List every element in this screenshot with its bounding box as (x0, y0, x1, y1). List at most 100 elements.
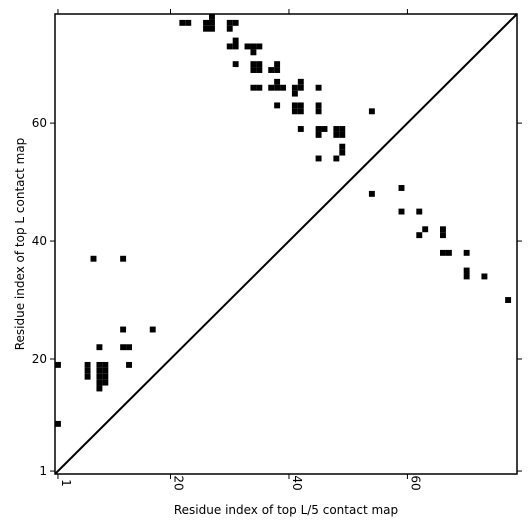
contact-cell-top-l5 (149, 326, 156, 333)
contact-cell-top-l5 (416, 232, 423, 239)
contact-cell-top-l5 (96, 344, 103, 351)
contact-cell-top-l (209, 14, 215, 20)
x-tick-label: 1 (59, 479, 73, 487)
contact-cell-top-l (250, 43, 257, 50)
contact-cell-top-l5 (505, 297, 512, 303)
contact-cell-top-l5 (463, 249, 470, 256)
contact-cell-top-l5 (55, 420, 61, 427)
contact-cell-top-l (226, 25, 233, 32)
contact-cell-top-l5 (120, 344, 127, 351)
contact-cell-top-l (339, 149, 346, 156)
x-axis-label: Residue index of top L/5 contact map (174, 503, 398, 517)
contact-cell-top-l (291, 108, 298, 115)
contact-cell-top-l (315, 102, 322, 109)
contact-cell-top-l (226, 19, 233, 26)
contact-cell-top-l5 (398, 185, 405, 191)
contact-cell-top-l5 (463, 267, 470, 274)
contact-cell-top-l (368, 108, 375, 115)
contact-cell-top-l (232, 37, 239, 44)
contact-cell-top-l5 (102, 361, 109, 368)
contact-cell-top-l5 (416, 208, 423, 215)
contact-cell-top-l (244, 43, 251, 50)
contact-cell-top-l (250, 84, 257, 91)
contact-cell-top-l (256, 67, 263, 73)
contact-cell-top-l5 (126, 344, 132, 351)
contact-cell-top-l5 (96, 385, 103, 392)
contact-cell-top-l (203, 25, 209, 32)
contact-cell-top-l (179, 19, 186, 26)
contact-cell-top-l (280, 84, 286, 91)
contact-cell-top-l (232, 19, 239, 26)
contact-cell-top-l5 (440, 232, 446, 239)
contact-cell-top-l (291, 90, 298, 97)
contact-cell-top-l5 (481, 273, 488, 280)
y-tick-label: 40 (32, 234, 47, 248)
y-tick-label: 60 (32, 116, 47, 130)
x-tick-label: 20 (172, 475, 186, 490)
contact-cell-top-l (291, 84, 298, 91)
contact-cell-top-l (297, 84, 304, 91)
contact-cell-top-l (209, 25, 215, 32)
contact-cell-top-l (333, 155, 340, 162)
y-tick-label: 20 (32, 352, 47, 366)
contact-cell-top-l (315, 108, 322, 115)
contact-cell-top-l (297, 78, 304, 85)
contact-cell-top-l5 (120, 255, 127, 262)
contact-cell-top-l (203, 19, 209, 26)
contact-cell-top-l5 (398, 208, 405, 215)
contact-cell-top-l (274, 78, 281, 85)
contact-cell-top-l (232, 43, 239, 50)
contact-cell-top-l5 (440, 226, 446, 233)
contact-cell-top-l (333, 126, 340, 132)
contact-cell-top-l5 (96, 367, 103, 374)
diagonal-line (54, 13, 518, 475)
contact-cell-top-l (291, 102, 298, 109)
contact-cell-top-l (274, 84, 281, 91)
contact-cell-top-l (339, 126, 346, 132)
contact-cell-top-l5 (90, 255, 97, 262)
contact-cell-top-l5 (463, 273, 470, 280)
contact-cell-top-l5 (422, 226, 429, 233)
x-tick-label: 40 (290, 475, 304, 490)
axis-ticks: 1 20 40 60 1 20 40 60 (32, 9, 522, 491)
y-axis-label: Residue index of top L contact map (13, 138, 27, 351)
contact-cell-top-l (274, 102, 281, 109)
contact-cell-top-l5 (126, 361, 132, 368)
contact-cell-top-l (297, 108, 304, 115)
x-tick-label: 60 (408, 475, 422, 490)
contact-cell-top-l5 (96, 373, 103, 380)
contact-cell-top-l (297, 102, 304, 109)
contact-cell-top-l5 (120, 326, 127, 333)
contact-cell-top-l5 (102, 367, 109, 374)
contact-cell-top-l5 (84, 373, 91, 380)
contact-cell-top-l (250, 49, 257, 56)
contact-cell-top-l (339, 131, 346, 138)
contact-cell-top-l (274, 61, 281, 68)
contact-cell-top-l (274, 67, 281, 73)
contact-cell-top-l (297, 126, 304, 132)
contact-cell-top-l (256, 43, 263, 50)
contact-cell-top-l5 (96, 379, 103, 386)
contact-cell-top-l (315, 84, 322, 91)
contact-cell-top-l (185, 19, 192, 26)
plot-frame (54, 13, 518, 475)
contact-cell-top-l (333, 131, 340, 138)
contact-cell-top-l (315, 131, 322, 138)
contact-cell-top-l (226, 43, 233, 50)
contact-cell-top-l (250, 67, 257, 73)
contact-cell-top-l5 (440, 249, 446, 256)
contact-cell-top-l (268, 84, 275, 91)
contact-cell-top-l (250, 61, 257, 68)
contact-cell-top-l5 (102, 373, 109, 380)
contact-cell-top-l5 (368, 190, 375, 197)
contact-cell-top-l5 (84, 361, 91, 368)
contact-cell-top-l (256, 61, 263, 68)
contact-cell-top-l (268, 67, 275, 73)
contact-cell-top-l (209, 19, 215, 26)
contact-cell-top-l5 (96, 361, 103, 368)
y-tick-label: 1 (39, 464, 47, 478)
contact-cell-top-l (321, 126, 328, 132)
contact-cell-top-l5 (445, 249, 452, 256)
contact-cell-top-l (339, 143, 346, 150)
